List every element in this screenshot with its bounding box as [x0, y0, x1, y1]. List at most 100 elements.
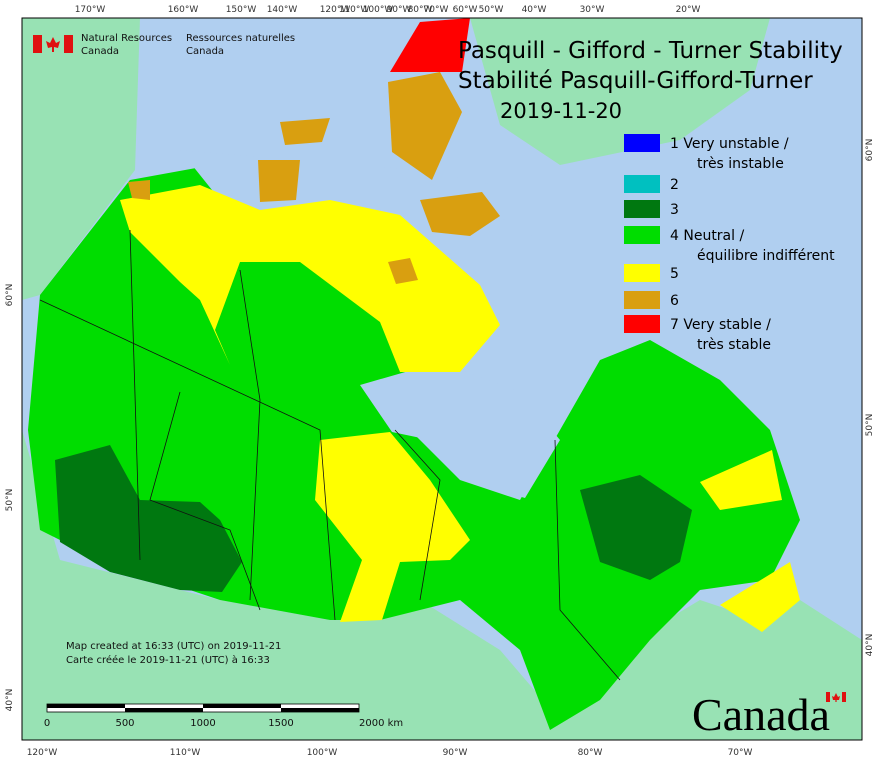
- legend-label: très stable: [697, 337, 771, 353]
- province-border: [129, 229, 141, 561]
- legend-swatch: [624, 291, 660, 309]
- longitude-label: 70°W: [728, 748, 753, 758]
- red-zone: [390, 18, 470, 72]
- scale-segment: [47, 704, 125, 708]
- scale-label: 500: [115, 718, 134, 729]
- flag-bar: [842, 692, 846, 702]
- scale-labels: 0 500 1000 1500 2000 km: [44, 718, 403, 729]
- agency-en: Canada: [81, 46, 119, 57]
- province-border: [149, 391, 261, 611]
- legend-swatch: [624, 315, 660, 333]
- scale-label: 1500: [268, 718, 293, 729]
- province-border: [394, 429, 441, 601]
- map-area: [22, 18, 862, 740]
- longitude-label: 90°W: [443, 748, 468, 758]
- legend-swatch: [624, 226, 660, 244]
- longitude-label: 80°W: [408, 5, 433, 15]
- longitude-label: 30°W: [580, 5, 605, 15]
- longitude-label: 90°W: [387, 5, 412, 15]
- legend-swatch: [624, 134, 660, 152]
- latitude-label: 60°N: [5, 284, 15, 307]
- agency-fr: Ressources naturelles: [186, 33, 295, 44]
- canada-wordmark: Canada: [692, 689, 846, 740]
- scale-label: 0: [44, 718, 50, 729]
- latitude-label: 50°N: [5, 489, 15, 512]
- dark-zone: [580, 475, 692, 580]
- flag-bar: [826, 692, 830, 702]
- scale-bar: [46, 703, 360, 713]
- longitude-label: 50°W: [479, 5, 504, 15]
- stable-zone: [315, 432, 470, 622]
- agency-signature: Natural Resources Canada Ressources natu…: [33, 33, 295, 57]
- created-fr: Carte créée le 2019-11-21 (UTC) à 16:33: [66, 654, 270, 666]
- longitude-label: 20°W: [676, 5, 701, 15]
- flag-bar: [33, 35, 42, 53]
- graticule-labels: 170°W 160°W 150°W 140°W 120°W110°W100°W90°W8…: [5, 5, 875, 758]
- orange-zone: [258, 160, 300, 202]
- province-border: [554, 439, 621, 681]
- longitude-label: 80°W: [578, 748, 603, 758]
- agency-fr: Canada: [186, 46, 224, 57]
- longitude-label: 110°W: [170, 748, 201, 758]
- stable-zone: [720, 562, 800, 632]
- longitude-label: 120°W: [27, 748, 58, 758]
- longitude-label: 110°W: [339, 5, 370, 15]
- latitude-label: 40°N: [865, 634, 875, 657]
- scale-segment: [125, 708, 203, 712]
- orange-zone: [128, 180, 150, 200]
- longitude-label: 120°W: [320, 5, 351, 15]
- flag-bar: [64, 35, 73, 53]
- latitude-label: 60°N: [865, 139, 875, 162]
- legend-label: 5: [670, 266, 679, 282]
- longitude-label: 160°W: [168, 5, 199, 15]
- hudson-bay: [360, 362, 560, 498]
- orange-zone: [420, 192, 500, 236]
- scale-segment: [203, 704, 281, 708]
- legend-swatch: [624, 200, 660, 218]
- stable-zone: [700, 450, 782, 510]
- scale-label: 1000: [190, 718, 215, 729]
- legend-label: 2: [670, 177, 679, 193]
- legend-label: 7 Very stable /: [670, 317, 771, 333]
- orange-zone: [388, 258, 418, 284]
- dark-zone: [55, 445, 242, 592]
- legend-label: très instable: [697, 156, 784, 172]
- longitude-label: 100°W: [363, 5, 394, 15]
- legend: 1 Very unstable / très instable 2 3 4 Neutra…: [624, 134, 835, 353]
- legend-label: 3: [670, 202, 679, 218]
- scale-label: 2000 km: [359, 718, 403, 729]
- title-en: Pasquill - Gifford - Turner Stability: [458, 38, 843, 64]
- map-date: 2019-11-20: [500, 99, 622, 123]
- created-en: Map created at 16:33 (UTC) on 2019-11-21: [66, 641, 281, 652]
- scale-segment: [281, 708, 359, 712]
- longitude-label: 60°W: [453, 5, 478, 15]
- alaska: [22, 18, 140, 300]
- longitude-label: 70°W: [424, 5, 449, 15]
- legend-swatch: [624, 175, 660, 193]
- stable-zone: [120, 185, 500, 372]
- legend-swatch: [624, 264, 660, 282]
- map-frame: [21, 17, 863, 741]
- title-fr: Stabilité Pasquill-Gifford-Turner: [458, 68, 813, 94]
- longitude-label: 140°W: [267, 5, 298, 15]
- longitude-label: 40°W: [522, 5, 547, 15]
- longitude-label: 170°W: [75, 5, 106, 15]
- foreign-land: [22, 430, 862, 740]
- legend-label: 1 Very unstable /: [670, 136, 789, 152]
- orange-zone: [280, 118, 330, 145]
- latitude-label: 50°N: [865, 414, 875, 437]
- orange-zone: [388, 72, 462, 180]
- agency-en: Natural Resources: [81, 33, 172, 44]
- greenland: [470, 18, 770, 165]
- province-border: [39, 299, 336, 621]
- wordmark: Canada: [692, 689, 830, 740]
- legend-label: 6: [670, 293, 679, 309]
- province-border: [239, 269, 261, 601]
- longitude-label: 150°W: [226, 5, 257, 15]
- legend-label: équilibre indifférent: [697, 248, 835, 264]
- latitude-label: 40°N: [5, 689, 15, 712]
- legend-label: 4 Neutral /: [670, 228, 744, 244]
- maple-leaf: [46, 37, 60, 52]
- maple-leaf: [832, 693, 840, 702]
